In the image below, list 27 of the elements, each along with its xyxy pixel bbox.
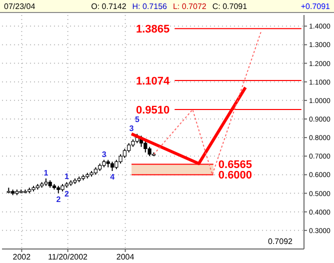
annotation: 3 (129, 124, 134, 133)
text: L: 0.7072 (172, 2, 206, 10)
annotation: 5 (134, 114, 140, 124)
ref-line-label: 0.6565 (218, 159, 252, 172)
text: O: 0.7142 (91, 2, 126, 10)
ref-line-label: 1.1074 (136, 75, 170, 88)
annotation: 3 (102, 150, 107, 159)
x-tick-label: 11/20/2002 (48, 252, 88, 262)
annotation: 2 (64, 189, 70, 198)
text: +0.7091 (300, 2, 330, 10)
annotation: 2 (56, 194, 62, 204)
annotation: 1 (64, 172, 70, 182)
candlestick (110, 161, 114, 172)
ref-line-label: 0.6000 (218, 170, 252, 182)
x-tick-label: 2004 (116, 252, 135, 262)
x-tick-label: 2002 (12, 252, 32, 262)
text: C: 0.7091 (212, 2, 248, 10)
ref-line-label: 0.9510 (136, 104, 170, 116)
annotation: 1 (44, 168, 49, 178)
annotation: 0.7092 (268, 237, 292, 246)
ref-line-label: 1.3865 (136, 24, 170, 36)
text: H: 0.7156 (132, 2, 167, 10)
text: 07/23/04 (4, 2, 36, 10)
annotation: 4 (110, 172, 116, 182)
candlestick (127, 142, 131, 153)
candlestick (114, 159, 118, 170)
candlestick (122, 148, 126, 158)
